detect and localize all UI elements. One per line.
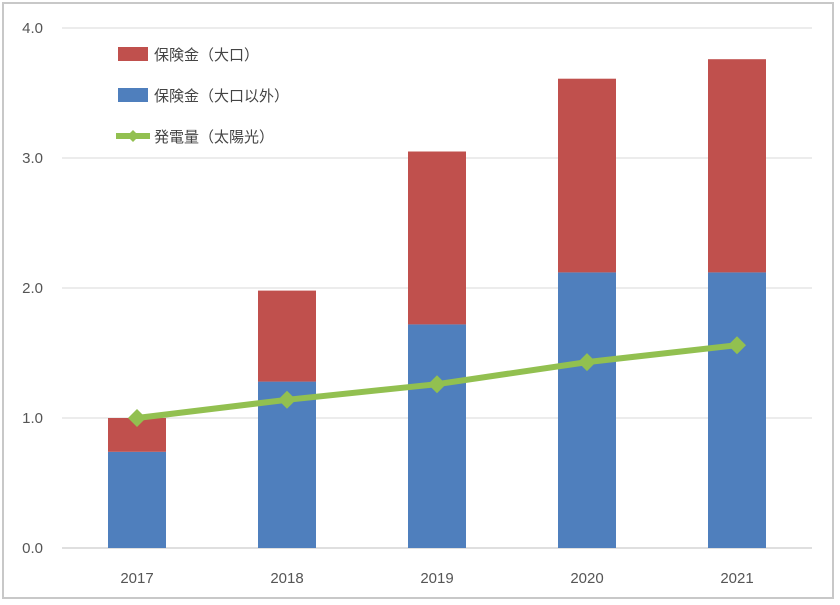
line-marker [728,336,746,355]
bar-lower [558,272,616,548]
y-axis: 0.0 1.0 2.0 3.0 4.0 [22,20,43,557]
bar-upper [408,151,466,325]
x-axis: 2017 2018 2019 2020 2021 [120,570,753,587]
legend-label: 発電量（太陽光） [154,128,274,146]
bar-lower [408,324,466,548]
x-tick-label: 2021 [720,570,753,587]
line-marker [278,390,296,409]
x-tick-label: 2019 [420,570,453,587]
x-tick-label: 2018 [270,570,303,587]
legend: 保険金（大口） 保険金（大口以外） 発電量（太陽光） [116,46,289,146]
bar-upper [258,290,316,382]
y-tick-label: 4.0 [22,20,43,37]
y-tick-label: 3.0 [22,150,43,167]
legend-swatch [118,47,148,61]
line-marker [428,375,446,394]
y-tick-label: 2.0 [22,280,43,297]
legend-label: 保険金（大口以外） [154,87,289,105]
bar-lower [708,272,766,548]
legend-swatch [118,88,148,102]
bar-lower [258,381,316,548]
x-tick-label: 2017 [120,570,153,587]
bar-lower [108,451,166,548]
bar-upper [708,59,766,273]
y-tick-label: 0.0 [22,540,43,557]
bar-upper [558,78,616,273]
legend-marker [127,130,139,142]
bars [108,59,766,548]
line-marker [128,409,146,427]
legend-label: 保険金（大口） [154,46,259,64]
y-tick-label: 1.0 [22,410,43,427]
line-marker [578,353,596,372]
series-line [128,336,746,427]
x-tick-label: 2020 [570,570,603,587]
